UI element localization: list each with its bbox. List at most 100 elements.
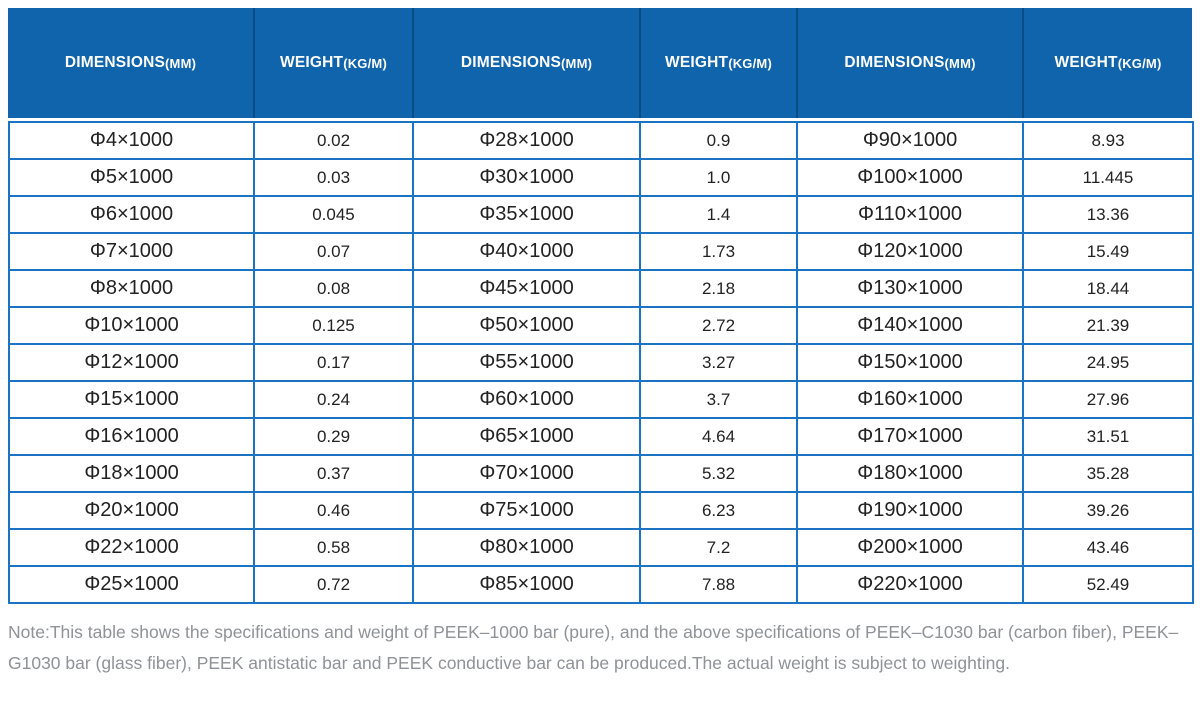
table-row: Φ25×1000 0.72 Φ85×1000 7.88 Φ220×1000 52.49 xyxy=(8,565,1194,604)
column-header-label: WEIGHT xyxy=(664,54,729,71)
dimension-cell: Φ8×1000 xyxy=(8,269,255,308)
dimension-cell: Φ25×1000 xyxy=(8,565,255,604)
dimension-cell: Φ190×1000 xyxy=(796,491,1024,530)
column-header-dimensions-2: DIMENSIONS (MM) xyxy=(412,8,639,118)
table-row: Φ8×1000 0.08 Φ45×1000 2.18 Φ130×1000 18.44 xyxy=(8,269,1194,308)
dimension-cell: Φ70×1000 xyxy=(412,454,641,493)
dimension-cell: Φ170×1000 xyxy=(796,417,1024,456)
weight-cell: 27.96 xyxy=(1022,380,1194,419)
table-row: Φ7×1000 0.07 Φ40×1000 1.73 Φ120×1000 15.49 xyxy=(8,232,1194,271)
weight-cell: 43.46 xyxy=(1022,528,1194,567)
weight-cell: 0.17 xyxy=(253,343,414,382)
weight-cell: 0.03 xyxy=(253,158,414,197)
dimension-cell: Φ80×1000 xyxy=(412,528,641,567)
table-row: Φ4×1000 0.02 Φ28×1000 0.9 Φ90×1000 8.93 xyxy=(8,121,1194,160)
column-header-weight-1: WEIGHT (KG/M) xyxy=(253,8,412,118)
weight-cell: 13.36 xyxy=(1022,195,1194,234)
weight-cell: 0.72 xyxy=(253,565,414,604)
column-header-label: DIMENSIONS xyxy=(844,54,945,71)
dimension-cell: Φ65×1000 xyxy=(412,417,641,456)
weight-cell: 18.44 xyxy=(1022,269,1194,308)
column-header-dimensions-3: DIMENSIONS (MM) xyxy=(796,8,1022,118)
dimension-cell: Φ60×1000 xyxy=(412,380,641,419)
dimension-cell: Φ180×1000 xyxy=(796,454,1024,493)
table-row: Φ20×1000 0.46 Φ75×1000 6.23 Φ190×1000 39.26 xyxy=(8,491,1194,530)
dimension-cell: Φ110×1000 xyxy=(796,195,1024,234)
dimension-cell: Φ45×1000 xyxy=(412,269,641,308)
weight-cell: 39.26 xyxy=(1022,491,1194,530)
dimension-cell: Φ130×1000 xyxy=(796,269,1024,308)
weight-cell: 0.29 xyxy=(253,417,414,456)
dimension-cell: Φ35×1000 xyxy=(412,195,641,234)
weight-cell: 1.4 xyxy=(639,195,798,234)
dimension-cell: Φ18×1000 xyxy=(8,454,255,493)
spec-table: Φ4×1000 0.02 Φ28×1000 0.9 Φ90×1000 8.93 Φ5×100… xyxy=(8,121,1194,604)
column-header-weight-3: WEIGHT (KG/M) xyxy=(1022,8,1192,118)
weight-cell: 0.46 xyxy=(253,491,414,530)
weight-cell: 2.72 xyxy=(639,306,798,345)
weight-cell: 6.23 xyxy=(639,491,798,530)
column-header-unit: (KG/M) xyxy=(1117,55,1162,71)
table-row: Φ12×1000 0.17 Φ55×1000 3.27 Φ150×1000 24.95 xyxy=(8,343,1194,382)
table-row: Φ16×1000 0.29 Φ65×1000 4.64 Φ170×1000 31.51 xyxy=(8,417,1194,456)
dimension-cell: Φ28×1000 xyxy=(412,121,641,160)
weight-cell: 35.28 xyxy=(1022,454,1194,493)
dimension-cell: Φ100×1000 xyxy=(796,158,1024,197)
weight-cell: 1.73 xyxy=(639,232,798,271)
table-row: Φ10×1000 0.125 Φ50×1000 2.72 Φ140×1000 21.39 xyxy=(8,306,1194,345)
table-header-row: DIMENSIONS (MM) WEIGHT (KG/M) DIMENSIONS (M… xyxy=(8,8,1192,118)
weight-cell: 0.9 xyxy=(639,121,798,160)
column-header-unit: (MM) xyxy=(944,55,976,71)
dimension-cell: Φ75×1000 xyxy=(412,491,641,530)
dimension-cell: Φ10×1000 xyxy=(8,306,255,345)
table-row: Φ22×1000 0.58 Φ80×1000 7.2 Φ200×1000 43.46 xyxy=(8,528,1194,567)
weight-cell: 8.93 xyxy=(1022,121,1194,160)
spec-table-body: Φ4×1000 0.02 Φ28×1000 0.9 Φ90×1000 8.93 Φ5×100… xyxy=(8,121,1194,604)
weight-cell: 24.95 xyxy=(1022,343,1194,382)
dimension-cell: Φ120×1000 xyxy=(796,232,1024,271)
column-header-label: WEIGHT xyxy=(279,54,344,71)
weight-cell: 1.0 xyxy=(639,158,798,197)
dimension-cell: Φ20×1000 xyxy=(8,491,255,530)
footnote: Note:This table shows the specifications… xyxy=(8,622,1179,673)
weight-cell: 3.7 xyxy=(639,380,798,419)
dimension-cell: Φ6×1000 xyxy=(8,195,255,234)
table-row: Φ6×1000 0.045 Φ35×1000 1.4 Φ110×1000 13.36 xyxy=(8,195,1194,234)
weight-cell: 0.37 xyxy=(253,454,414,493)
weight-cell: 7.2 xyxy=(639,528,798,567)
dimension-cell: Φ16×1000 xyxy=(8,417,255,456)
weight-cell: 0.02 xyxy=(253,121,414,160)
column-header-label: DIMENSIONS xyxy=(460,54,562,71)
dimension-cell: Φ150×1000 xyxy=(796,343,1024,382)
column-header-unit: (MM) xyxy=(165,55,197,71)
column-header-unit: (MM) xyxy=(561,55,593,71)
weight-cell: 0.58 xyxy=(253,528,414,567)
weight-cell: 21.39 xyxy=(1022,306,1194,345)
column-header-weight-2: WEIGHT (KG/M) xyxy=(639,8,796,118)
weight-cell: 0.08 xyxy=(253,269,414,308)
weight-cell: 0.24 xyxy=(253,380,414,419)
dimension-cell: Φ40×1000 xyxy=(412,232,641,271)
weight-cell: 31.51 xyxy=(1022,417,1194,456)
dimension-cell: Φ85×1000 xyxy=(412,565,641,604)
weight-cell: 3.27 xyxy=(639,343,798,382)
weight-cell: 0.045 xyxy=(253,195,414,234)
dimension-cell: Φ4×1000 xyxy=(8,121,255,160)
dimension-cell: Φ90×1000 xyxy=(796,121,1024,160)
weight-cell: 2.18 xyxy=(639,269,798,308)
weight-cell: 5.32 xyxy=(639,454,798,493)
column-header-dimensions-1: DIMENSIONS (MM) xyxy=(8,8,253,118)
weight-cell: 0.125 xyxy=(253,306,414,345)
weight-cell: 7.88 xyxy=(639,565,798,604)
dimension-cell: Φ30×1000 xyxy=(412,158,641,197)
dimension-cell: Φ22×1000 xyxy=(8,528,255,567)
table-row: Φ5×1000 0.03 Φ30×1000 1.0 Φ100×1000 11.445 xyxy=(8,158,1194,197)
column-header-label: WEIGHT xyxy=(1054,54,1118,71)
dimension-cell: Φ12×1000 xyxy=(8,343,255,382)
column-header-label: DIMENSIONS xyxy=(64,54,166,71)
dimension-cell: Φ55×1000 xyxy=(412,343,641,382)
dimension-cell: Φ200×1000 xyxy=(796,528,1024,567)
table-row: Φ18×1000 0.37 Φ70×1000 5.32 Φ180×1000 35.28 xyxy=(8,454,1194,493)
weight-cell: 11.445 xyxy=(1022,158,1194,197)
dimension-cell: Φ15×1000 xyxy=(8,380,255,419)
